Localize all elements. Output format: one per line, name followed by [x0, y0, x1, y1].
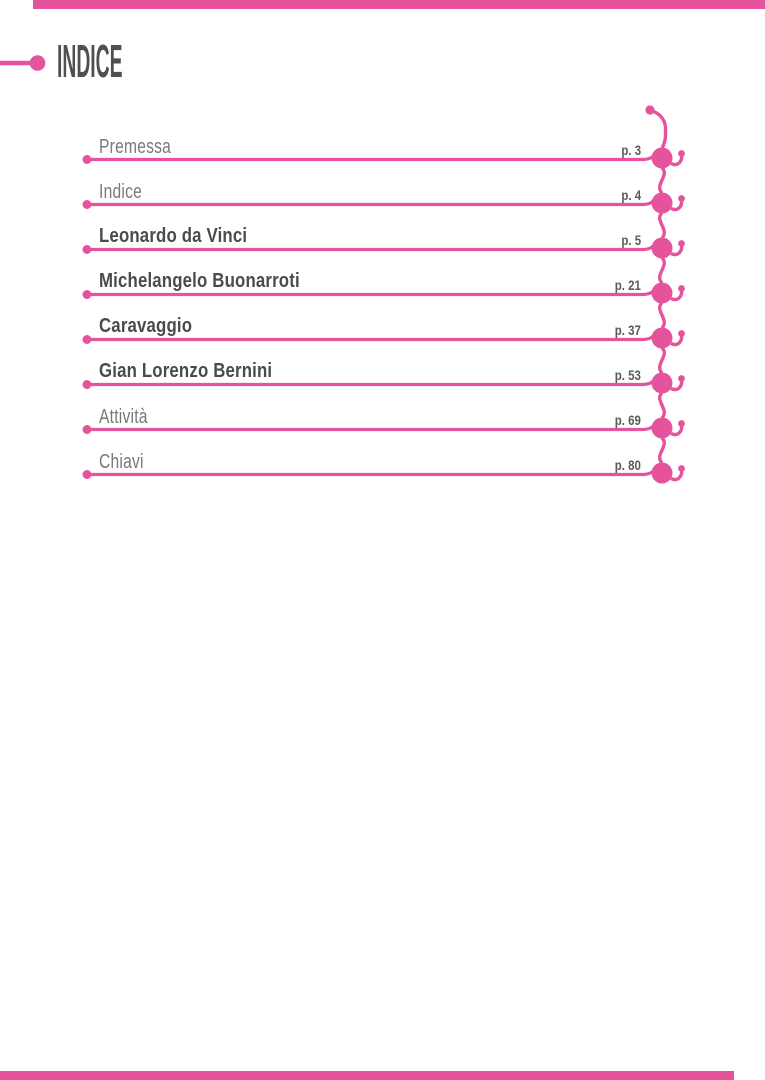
top-accent-bar — [33, 0, 765, 9]
toc-entry-page-number: p. 21 — [614, 276, 641, 293]
toc-entry-page-number: p. 4 — [621, 186, 641, 203]
node-circles — [651, 147, 673, 484]
page-title: INDICE — [57, 35, 123, 87]
toc-entry-caravaggio[interactable]: Caravaggio p. 37 — [99, 313, 641, 338]
toc-entry-label: Premessa — [99, 135, 172, 158]
toc-entry-leonardo-da-vinci[interactable]: Leonardo da Vinci p. 5 — [99, 223, 641, 248]
toc-entry-label: Michelangelo Buonarroti — [99, 269, 300, 292]
toc-entry-attivita[interactable]: Attività p. 69 — [99, 403, 641, 427]
toc-entry-label: Indice — [99, 180, 143, 203]
lead-in-dot — [645, 105, 655, 115]
lead-in-curve — [650, 108, 668, 149]
toc-entry-page-number: p. 69 — [614, 411, 641, 428]
toc-entry-label: Attività — [99, 405, 148, 428]
toc-entry-gian-lorenzo-bernini[interactable]: Gian Lorenzo Bernini p. 53 — [99, 358, 641, 383]
toc-entry-page-number: p. 37 — [614, 321, 641, 338]
node-hooks — [670, 154, 684, 482]
toc-entry-label: Gian Lorenzo Bernini — [99, 359, 273, 382]
toc-entry-michelangelo-buonarroti[interactable]: Michelangelo Buonarroti p. 21 — [99, 268, 641, 293]
toc-entry-page-number: p. 3 — [621, 141, 641, 158]
toc-entry-page-number: p. 5 — [621, 231, 641, 248]
toc-entry-premessa[interactable]: Premessa p. 3 — [99, 133, 641, 157]
toc-entry-label: Leonardo da Vinci — [99, 224, 248, 247]
toc-entry-indice[interactable]: Indice p. 4 — [99, 178, 641, 202]
toc-entry-label: Chiavi — [99, 450, 144, 473]
bottom-accent-bar — [0, 1071, 734, 1080]
node-connectors — [658, 166, 666, 465]
title-dot — [29, 55, 46, 71]
toc-entry-chiavi[interactable]: Chiavi p. 80 — [99, 448, 641, 472]
toc-entry-label: Caravaggio — [99, 314, 193, 337]
toc-entry-page-number: p. 53 — [614, 366, 641, 383]
toc-entry-page-number: p. 80 — [614, 456, 641, 473]
rule-start-dots — [82, 155, 92, 479]
hook-dots — [678, 150, 685, 472]
